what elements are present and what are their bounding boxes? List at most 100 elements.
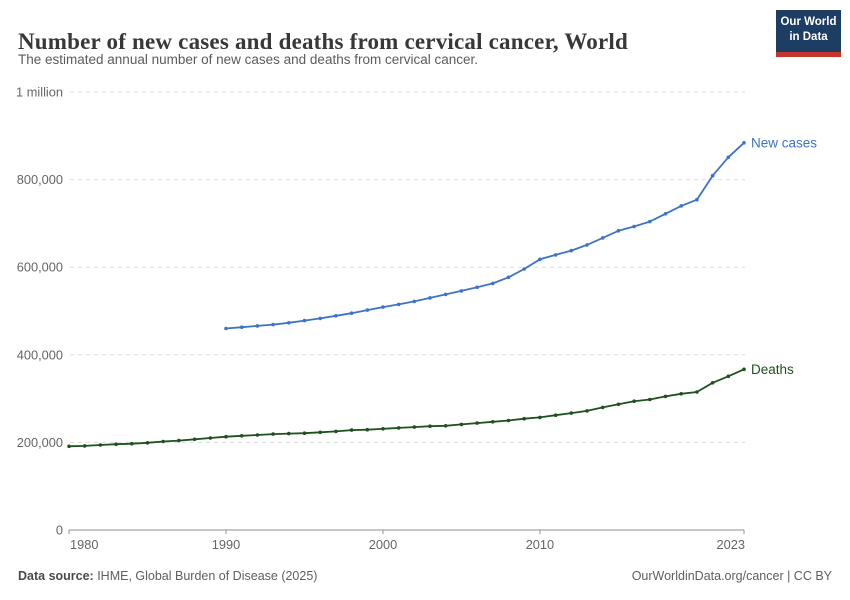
series-line-deaths <box>68 368 745 448</box>
data-point-new-cases <box>616 229 621 233</box>
y-tick-label: 1 million <box>16 85 63 100</box>
data-point-deaths <box>208 436 213 440</box>
y-tick-label: 400,000 <box>17 347 63 362</box>
data-point-new-cases <box>600 236 605 240</box>
data-point-new-cases <box>491 281 495 286</box>
data-point-deaths <box>192 437 197 442</box>
data-point-new-cases <box>695 197 699 202</box>
series-line-new-cases <box>225 142 745 330</box>
data-point-deaths <box>428 424 432 429</box>
data-point-new-cases <box>742 141 746 145</box>
data-point-deaths <box>710 381 715 385</box>
data-point-new-cases <box>365 308 370 312</box>
data-point-new-cases <box>255 324 260 328</box>
data-point-deaths <box>632 399 636 404</box>
y-tick-label: 800,000 <box>17 172 63 187</box>
data-point-new-cases <box>459 289 464 293</box>
data-point-deaths <box>522 416 526 421</box>
data-point-new-cases <box>726 155 731 160</box>
x-tick-label: 2000 <box>369 537 397 552</box>
data-point-new-cases <box>553 253 558 257</box>
data-point-new-cases <box>349 311 354 316</box>
data-point-new-cases <box>475 285 479 290</box>
data-point-deaths <box>553 413 558 418</box>
data-point-new-cases <box>569 248 574 253</box>
data-point-new-cases <box>663 212 668 216</box>
data-point-new-cases <box>648 219 652 224</box>
x-tick-label: 2010 <box>526 537 554 552</box>
data-point-deaths <box>475 421 479 425</box>
data-source-text: IHME, Global Burden of Disease (2025) <box>93 569 318 583</box>
data-point-new-cases <box>632 224 636 229</box>
data-point-deaths <box>726 374 731 379</box>
data-point-deaths <box>114 442 118 447</box>
page-title: Number of new cases and deaths from cerv… <box>18 29 628 55</box>
data-point-deaths <box>679 392 683 396</box>
data-point-deaths <box>742 367 746 372</box>
data-point-deaths <box>349 428 354 432</box>
data-point-deaths <box>255 433 260 437</box>
series-label-deaths: Deaths <box>751 362 794 377</box>
data-point-deaths <box>381 427 385 431</box>
data-point-deaths <box>302 431 307 436</box>
data-point-new-cases <box>396 302 401 307</box>
data-point-deaths <box>538 415 542 420</box>
data-point-new-cases <box>381 305 385 309</box>
data-point-deaths <box>334 429 338 434</box>
data-point-deaths <box>412 425 417 429</box>
credit-link[interactable]: OurWorldinData.org/cancer | CC BY <box>631 569 832 583</box>
owid-logo-line1: Our World <box>780 16 837 28</box>
data-point-deaths <box>443 424 448 428</box>
y-tick-label: 600,000 <box>17 260 63 275</box>
data-point-deaths <box>396 426 401 430</box>
data-point-new-cases <box>538 257 542 262</box>
data-point-deaths <box>130 441 134 446</box>
data-point-deaths <box>67 444 71 449</box>
owid-logo: Our World in Data <box>776 10 841 57</box>
data-point-new-cases <box>302 318 307 323</box>
data-point-new-cases <box>271 322 275 327</box>
data-point-deaths <box>287 431 291 436</box>
data-point-new-cases <box>506 275 511 280</box>
data-point-new-cases <box>679 204 683 208</box>
data-point-deaths <box>648 397 652 402</box>
data-point-deaths <box>585 409 589 413</box>
data-point-deaths <box>271 432 275 436</box>
x-tick-label: 1990 <box>212 537 240 552</box>
data-source: Data source: IHME, Global Burden of Dise… <box>18 569 317 583</box>
data-point-new-cases <box>239 325 244 330</box>
data-point-new-cases <box>318 316 323 321</box>
data-point-new-cases <box>585 243 589 247</box>
data-point-new-cases <box>710 173 715 178</box>
data-point-deaths <box>318 430 323 435</box>
data-point-new-cases <box>443 292 448 297</box>
chart-subtitle: The estimated annual number of new cases… <box>18 52 478 67</box>
data-point-deaths <box>145 441 150 445</box>
data-point-new-cases <box>428 296 432 300</box>
data-point-deaths <box>161 439 165 444</box>
data-point-deaths <box>82 444 87 448</box>
data-point-deaths <box>663 394 668 399</box>
data-point-deaths <box>695 390 699 394</box>
data-point-new-cases <box>224 326 228 331</box>
data-point-deaths <box>459 422 464 427</box>
data-point-deaths <box>98 443 103 447</box>
data-point-new-cases <box>287 321 291 325</box>
data-point-deaths <box>177 438 181 443</box>
y-tick-label: 200,000 <box>17 435 63 450</box>
x-tick-label: 2023 <box>717 537 745 552</box>
data-point-new-cases <box>412 299 417 304</box>
data-point-deaths <box>224 434 228 439</box>
data-point-deaths <box>569 411 574 415</box>
x-tick-label: 1980 <box>70 537 98 552</box>
owid-logo-line2: in Data <box>789 30 828 43</box>
data-point-deaths <box>616 402 621 407</box>
data-point-new-cases <box>522 267 526 271</box>
data-point-deaths <box>239 434 244 438</box>
data-point-deaths <box>600 405 605 410</box>
y-tick-label: 0 <box>56 523 63 538</box>
data-point-new-cases <box>334 314 338 318</box>
data-point-deaths <box>491 420 495 424</box>
